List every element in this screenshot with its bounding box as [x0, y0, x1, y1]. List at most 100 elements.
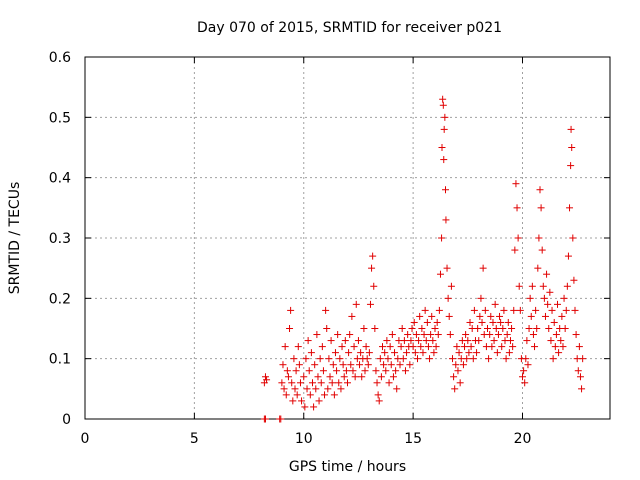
data-point: [567, 125, 575, 133]
data-point: [305, 367, 313, 375]
data-point: [502, 355, 510, 363]
data-point: [486, 331, 494, 339]
data-point: [463, 355, 471, 363]
data-point: [286, 325, 294, 332]
data-point: [379, 343, 386, 351]
data-point: [438, 144, 446, 151]
data-point: [494, 331, 502, 339]
data-point: [479, 264, 487, 272]
data-point: [403, 349, 411, 357]
data-point: [438, 234, 446, 242]
data-point: [370, 282, 378, 290]
data-point: [535, 234, 543, 242]
data-point: [453, 343, 461, 351]
data-point: [575, 343, 583, 351]
data-point: [295, 361, 303, 369]
data-point: [366, 300, 374, 308]
data-point: [516, 306, 524, 314]
data-point: [504, 318, 512, 326]
data-point: [508, 325, 516, 332]
data-point: [380, 361, 388, 369]
data-point: [342, 367, 350, 375]
data-point: [578, 385, 586, 393]
data-point: [473, 349, 481, 357]
data-point: [490, 337, 498, 345]
data-point: [532, 306, 540, 314]
data-point: [548, 306, 556, 314]
data-point: [383, 337, 391, 345]
data-point: [513, 204, 521, 212]
data-point: [440, 125, 448, 133]
data-point: [547, 337, 555, 345]
data-point: [287, 306, 295, 314]
data-point: [396, 361, 404, 369]
data-point: [365, 349, 373, 357]
data-point: [358, 373, 366, 381]
x-tick-label: 5: [190, 431, 199, 447]
data-point: [427, 331, 435, 339]
data-point: [361, 367, 369, 375]
data-point: [441, 113, 449, 121]
data-point: [529, 331, 537, 339]
data-point: [328, 379, 336, 387]
data-point: [442, 216, 450, 224]
data-point: [401, 367, 409, 375]
data-point: [336, 355, 344, 363]
data-point: [277, 415, 285, 423]
data-point: [407, 337, 415, 345]
data-point: [560, 294, 568, 302]
data-point: [475, 337, 483, 345]
data-point: [339, 361, 347, 369]
data-point: [541, 312, 549, 320]
data-point: [447, 282, 455, 290]
data-point: [525, 325, 533, 332]
data-point: [412, 331, 420, 339]
data-point: [263, 376, 271, 384]
data-point: [351, 373, 359, 381]
data-point: [364, 361, 372, 369]
data-point: [436, 270, 444, 278]
data-point: [404, 331, 412, 339]
data-point: [324, 385, 332, 393]
data-point: [420, 331, 428, 339]
data-point: [338, 343, 346, 351]
data-point: [307, 349, 315, 357]
data-point: [566, 204, 574, 212]
data-point: [474, 325, 482, 332]
x-tick-label: 20: [514, 431, 532, 447]
data-point: [551, 343, 559, 351]
data-point: [524, 361, 532, 369]
data-point: [514, 234, 522, 242]
data-point: [469, 355, 477, 363]
data-point: [476, 312, 484, 320]
data-point: [410, 318, 418, 326]
x-tick-label: 0: [81, 431, 90, 447]
data-point: [574, 367, 582, 375]
data-point: [424, 343, 432, 351]
y-tick-label: 0.3: [49, 231, 71, 247]
data-point: [434, 331, 442, 339]
data-point: [466, 318, 474, 326]
data-point: [505, 349, 513, 357]
data-point: [371, 325, 379, 332]
data-point: [506, 337, 514, 345]
data-point: [292, 367, 300, 375]
data-point: [374, 391, 382, 399]
data-point: [411, 349, 419, 357]
data-point: [533, 325, 541, 332]
data-point: [527, 312, 535, 320]
data-point: [477, 294, 485, 302]
data-point: [543, 270, 551, 278]
data-point: [512, 180, 520, 188]
data-point: [451, 385, 459, 393]
data-point: [455, 349, 463, 357]
data-point: [496, 312, 504, 320]
data-point: [555, 349, 563, 357]
data-point: [432, 343, 440, 351]
data-point: [449, 355, 456, 363]
data-point: [545, 325, 553, 332]
data-point: [549, 355, 557, 363]
data-point: [325, 355, 333, 363]
data-point: [290, 355, 298, 363]
data-point: [352, 300, 360, 308]
